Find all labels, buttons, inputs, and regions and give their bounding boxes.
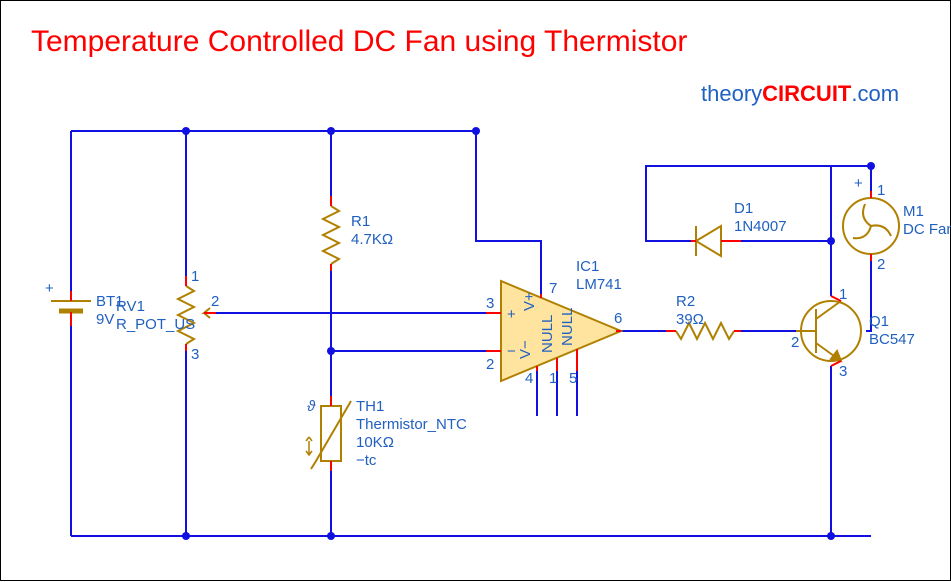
r1-value: 4.7KΩ <box>351 231 393 248</box>
th1-value2: 10KΩ <box>356 434 394 451</box>
d1-ref: D1 <box>734 200 753 217</box>
pot-value: R_POT_US <box>116 316 195 333</box>
transistor-q1: 1 2 3 Q1 BC547 <box>791 286 915 380</box>
ic1-value: LM741 <box>576 276 622 293</box>
r2-ref: R2 <box>676 293 695 310</box>
q1-value: BC547 <box>869 331 915 348</box>
d1-value: 1N4007 <box>734 218 787 235</box>
page-title: Temperature Controlled DC Fan using Ther… <box>31 25 687 58</box>
pot-rv1: 1 2 3 RV1 R_POT_US <box>116 268 219 363</box>
watermark: theoryCIRCUIT.com <box>701 81 899 106</box>
svg-text:−: − <box>507 343 516 360</box>
resistor-r2: R2 39Ω <box>666 293 741 339</box>
svg-text:1: 1 <box>549 370 557 387</box>
schematic: Temperature Controlled DC Fan using Ther… <box>1 1 951 582</box>
svg-text:5: 5 <box>569 370 577 387</box>
svg-text:2: 2 <box>791 334 799 351</box>
svg-text:2: 2 <box>486 356 494 373</box>
svg-text:ϑ: ϑ <box>307 398 316 415</box>
svg-text:6: 6 <box>614 310 622 327</box>
svg-text:3: 3 <box>839 363 847 380</box>
svg-text:4: 4 <box>525 370 533 387</box>
battery-value: 9V <box>96 311 114 328</box>
svg-text:+: + <box>854 175 863 192</box>
battery-plus: + <box>45 280 54 297</box>
th1-value3: −tc <box>356 452 377 469</box>
svg-text:+: + <box>507 306 516 323</box>
diode-d1: D1 1N4007 <box>691 200 787 256</box>
battery-bt1: + BT1 9V <box>45 280 124 328</box>
svg-text:1: 1 <box>877 182 885 199</box>
pot-ref: RV1 <box>116 298 145 315</box>
svg-text:2: 2 <box>877 256 885 273</box>
svg-text:V+: V+ <box>521 292 538 311</box>
fan-m1: + 1 2 M1 DC Fan <box>843 175 951 273</box>
svg-text:NULL: NULL <box>559 308 576 346</box>
r1-ref: R1 <box>351 213 370 230</box>
ic1-ref: IC1 <box>576 258 599 275</box>
svg-text:V−: V− <box>517 340 534 359</box>
svg-text:1: 1 <box>839 286 847 303</box>
m1-value: DC Fan <box>903 221 951 238</box>
resistor-r1: R1 4.7KΩ <box>323 196 393 271</box>
svg-text:7: 7 <box>549 280 557 297</box>
r2-value: 39Ω <box>676 311 704 328</box>
svg-text:1: 1 <box>191 268 199 285</box>
th1-value1: Thermistor_NTC <box>356 416 467 433</box>
svg-text:2: 2 <box>211 293 219 310</box>
svg-text:NULL: NULL <box>539 315 556 353</box>
m1-ref: M1 <box>903 203 924 220</box>
wires <box>71 131 871 536</box>
svg-text:3: 3 <box>191 346 199 363</box>
th1-ref: TH1 <box>356 398 384 415</box>
q1-ref: Q1 <box>869 313 889 330</box>
thermistor-th1: ϑ TH1 Thermistor_NTC 10KΩ −tc <box>306 396 467 471</box>
svg-text:3: 3 <box>486 295 494 312</box>
opamp-ic1: + − V+ V− NULL NULL 3 2 6 7 4 1 5 IC1 LM… <box>486 258 622 387</box>
